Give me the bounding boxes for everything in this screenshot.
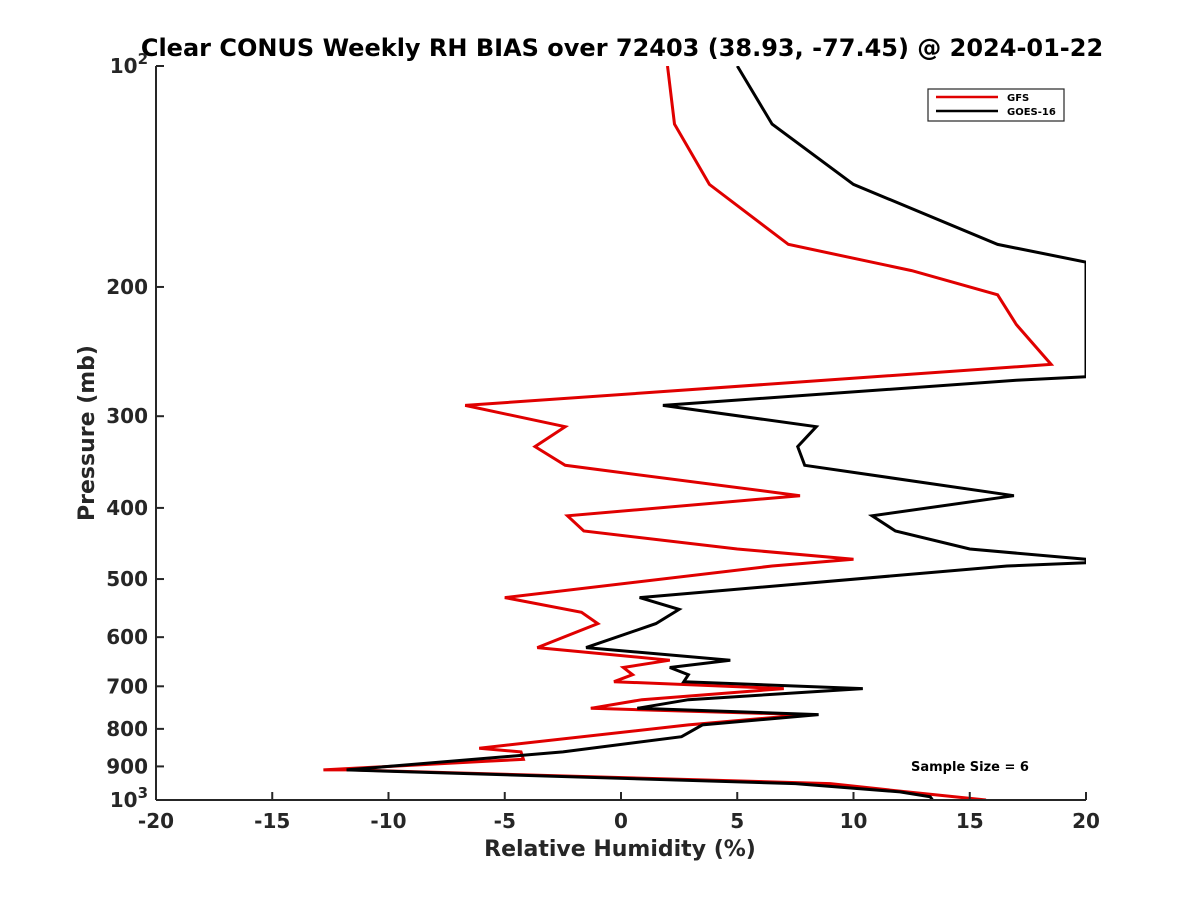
x-tick-label: -5: [494, 809, 516, 833]
x-ticks: -20 -15 -10 -5 0 5 10 15 20: [138, 792, 1100, 833]
x-tick-label: -10: [370, 809, 406, 833]
y-tick-label: 400: [106, 496, 148, 520]
legend-label-goes16: GOES-16: [1007, 107, 1056, 118]
y-tick-label: 900: [106, 754, 148, 778]
x-tick-label: -20: [138, 809, 174, 833]
y-tick-label: 200: [106, 275, 148, 299]
sample-size-annotation: Sample Size = 6: [911, 760, 1029, 775]
y-tick-label: 800: [106, 717, 148, 741]
legend: GFS GOES-16: [927, 88, 1065, 122]
legend-label-gfs: GFS: [1007, 93, 1029, 104]
y-axis-label: Pressure (mb): [75, 345, 100, 521]
y-tick-label: 103: [110, 784, 148, 812]
series-layer: [323, 66, 1086, 800]
legend-box: [927, 88, 1065, 122]
y-tick-label: 300: [106, 404, 148, 428]
x-tick-label: 15: [956, 809, 984, 833]
chart-title: Clear CONUS Weekly RH BIAS over 72403 (3…: [141, 34, 1103, 62]
x-tick-label: -15: [254, 809, 290, 833]
y-tick-label: 600: [106, 625, 148, 649]
y-tick-label: 500: [106, 567, 148, 591]
y-ticks: 102 200 300 400 500 600 700 800 900 103: [106, 50, 164, 812]
y-tick-label: 700: [106, 674, 148, 698]
x-axis-label: Relative Humidity (%): [484, 837, 756, 862]
series-line-goes16: [346, 66, 1086, 800]
x-tick-label: 5: [730, 809, 744, 833]
x-tick-label: 10: [840, 809, 868, 833]
x-tick-label: 20: [1072, 809, 1100, 833]
series-line-gfs: [323, 66, 1055, 800]
y-tick-label: 102: [110, 50, 148, 78]
plot-area: -20 -15 -10 -5 0 5 10 15 20 102 200 300 400 500 600 70…: [106, 50, 1100, 833]
x-tick-label: 0: [614, 809, 628, 833]
